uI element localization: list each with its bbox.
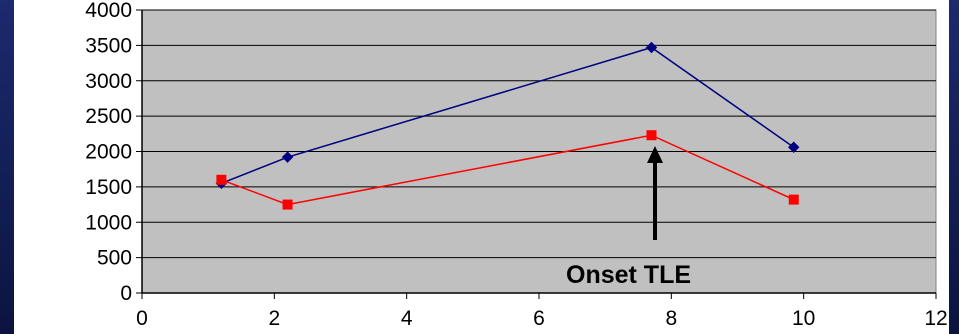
x-tick-label-0: 0 <box>136 307 148 330</box>
x-tick-label-12: 12 <box>924 307 947 330</box>
annotation-label: Onset TLE <box>566 261 691 289</box>
series-1-point-2 <box>281 151 294 163</box>
series-2-point-2 <box>282 199 293 210</box>
annotation-layer: Onset TLE <box>566 146 691 289</box>
series-2-point-1 <box>216 174 227 185</box>
series-layer <box>215 41 800 210</box>
x-tick-label-10: 10 <box>792 307 815 330</box>
series-2-point-3 <box>646 130 657 141</box>
axes <box>136 9 937 299</box>
annotation-arrow-head <box>647 146 663 163</box>
y-tick-label-4000: 4000 <box>85 0 132 22</box>
x-tick-label-8: 8 <box>665 307 677 330</box>
y-tick-label-3500: 3500 <box>85 34 132 57</box>
series-2-point-4 <box>788 194 799 205</box>
series-1-line <box>221 46 795 185</box>
y-tick-label-3000: 3000 <box>85 70 132 93</box>
y-tick-label-1000: 1000 <box>85 211 132 234</box>
series-1-point-4 <box>788 141 800 153</box>
x-axis-tick-labels: 0 2 4 6 8 10 12 <box>136 307 948 330</box>
y-tick-label-500: 500 <box>97 247 132 270</box>
series-2-line <box>221 134 795 206</box>
gridlines <box>142 9 936 259</box>
x-tick-label-6: 6 <box>533 307 545 330</box>
x-tick-label-4: 4 <box>401 307 413 330</box>
y-axis-tick-labels: 0 500 1000 1500 2000 2500 3000 3500 4000 <box>85 0 132 305</box>
y-tick-label-1500: 1500 <box>85 176 132 199</box>
y-tick-label-2500: 2500 <box>85 105 132 128</box>
y-tick-label-2000: 2000 <box>85 141 132 164</box>
x-tick-label-2: 2 <box>268 307 280 330</box>
y-tick-label-0: 0 <box>120 282 132 305</box>
series-1-point-3 <box>645 41 658 54</box>
